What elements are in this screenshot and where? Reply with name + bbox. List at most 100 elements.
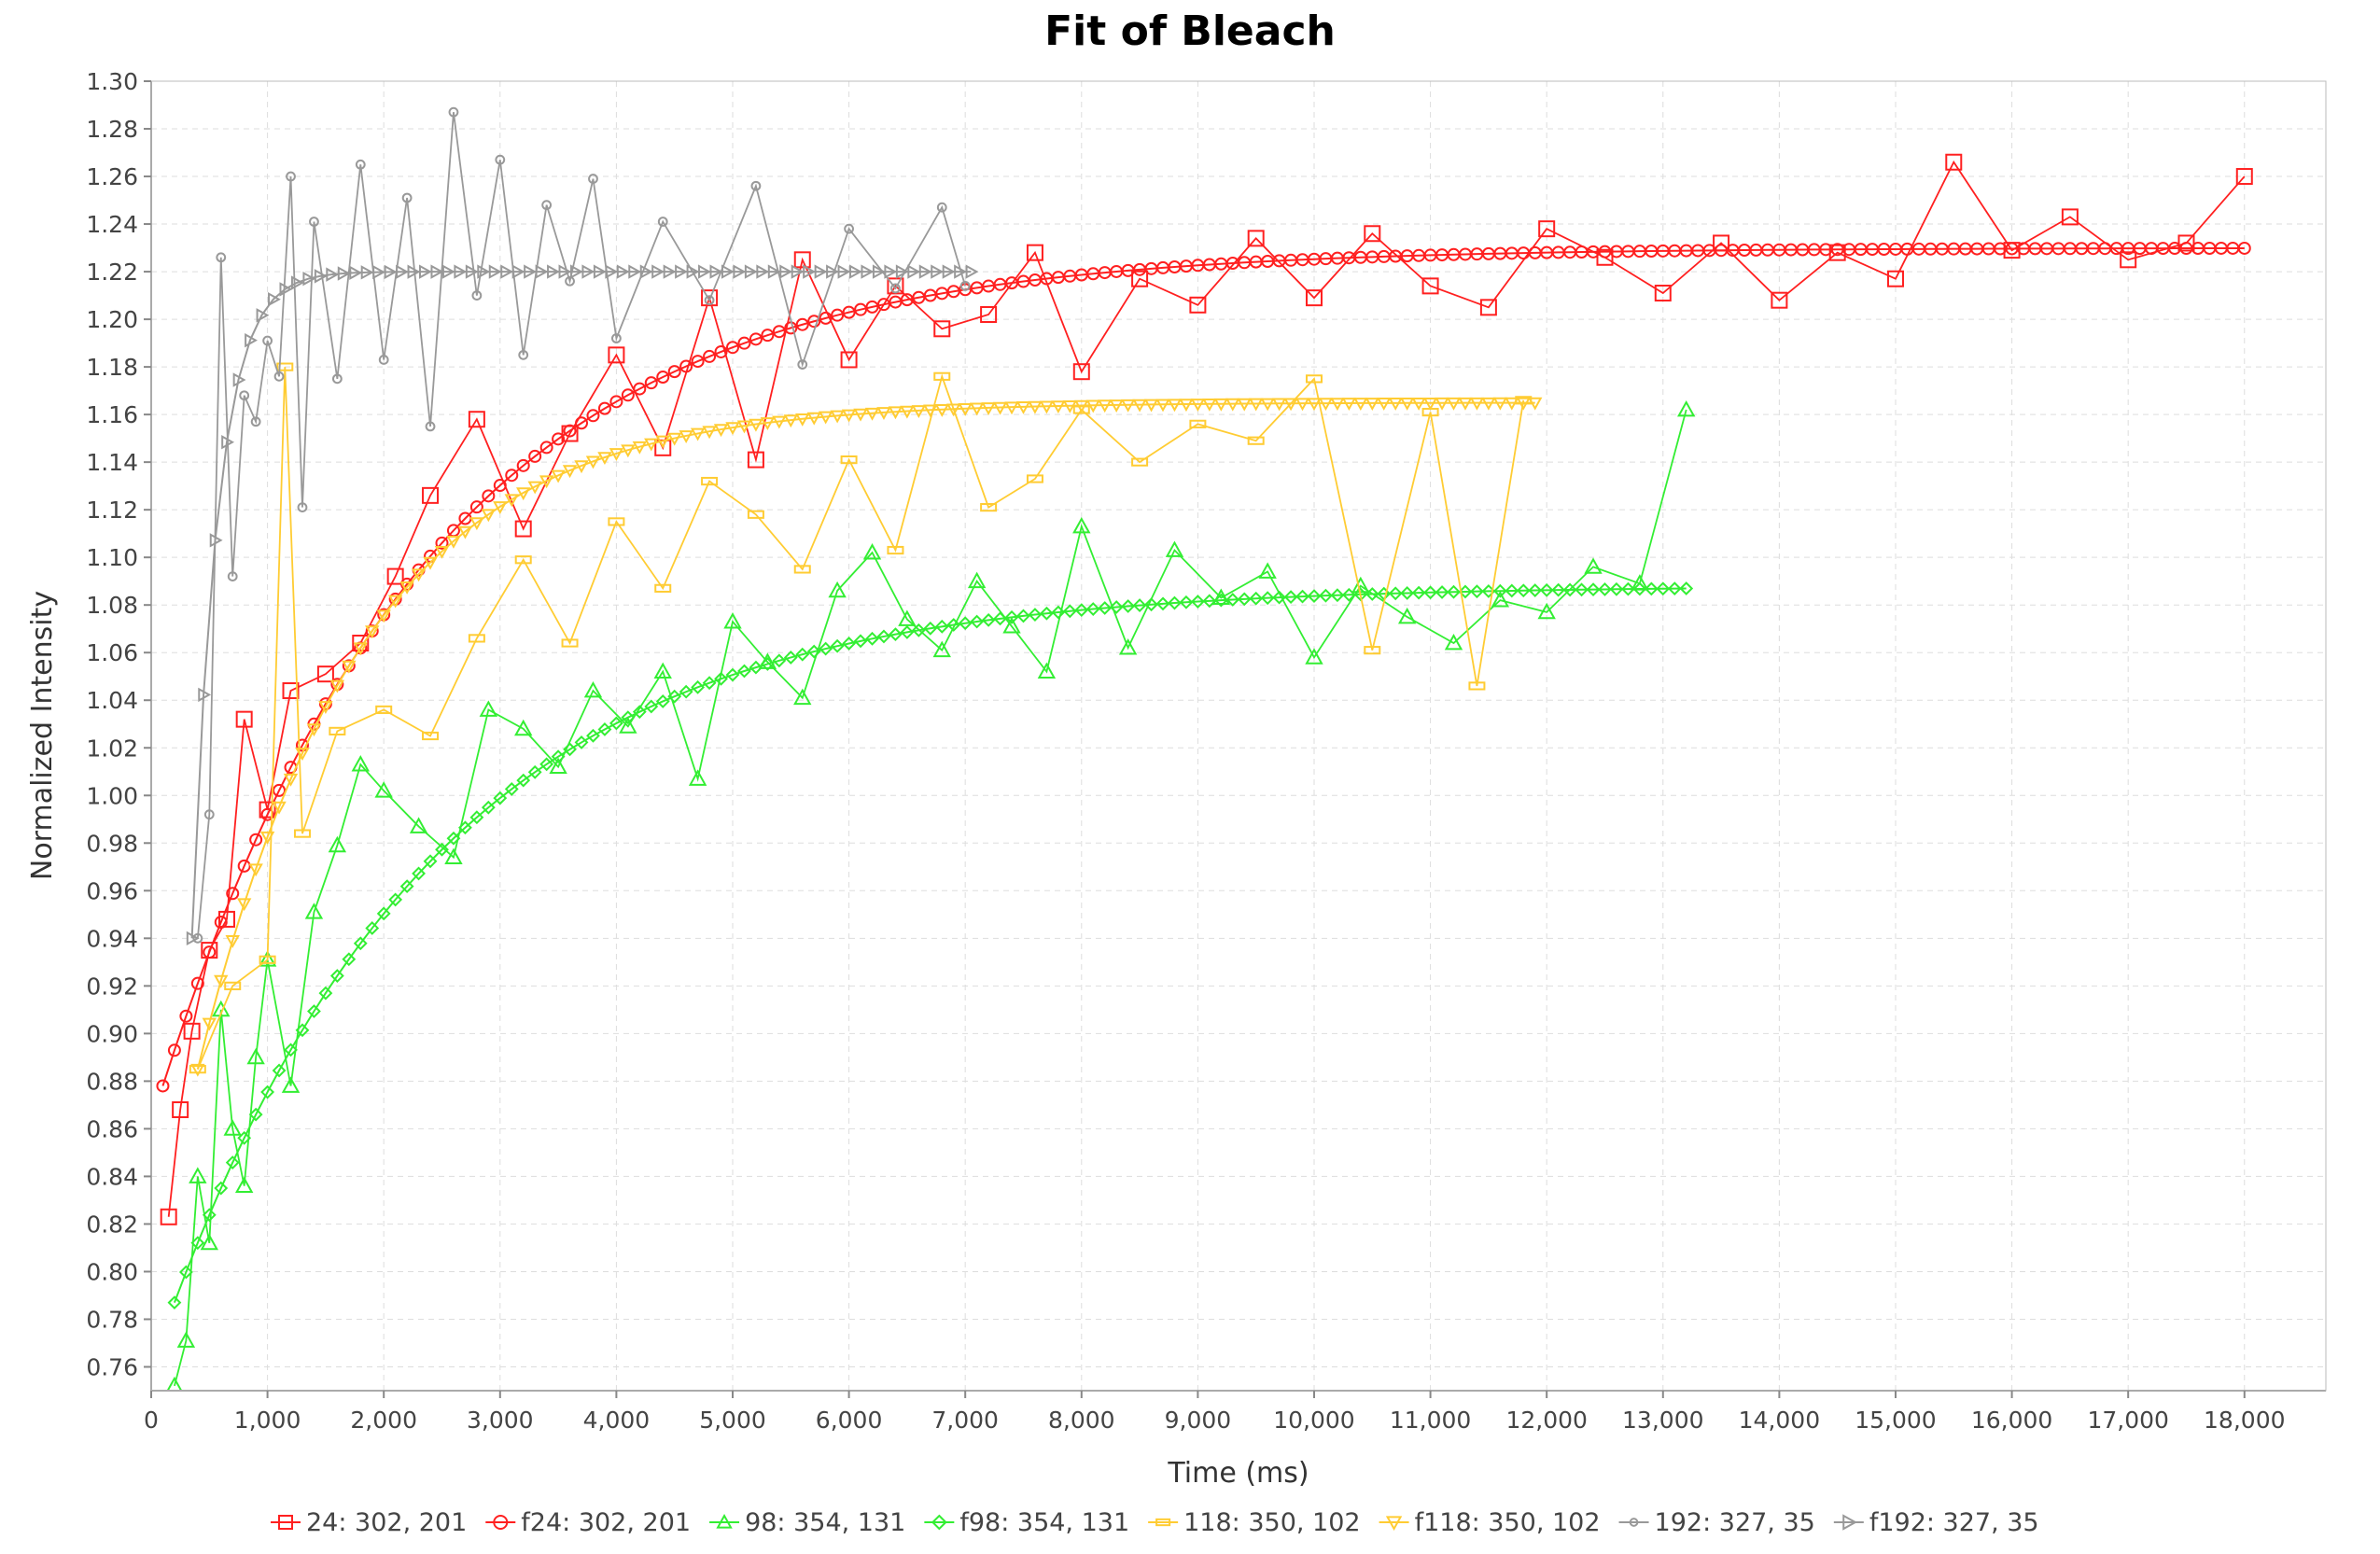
data-point — [1458, 397, 1473, 411]
data-point — [1120, 399, 1136, 413]
data-point — [889, 627, 903, 642]
data-point — [586, 728, 600, 743]
data-point — [214, 1181, 229, 1196]
y-tick-label: 0.84 — [86, 1163, 138, 1190]
y-tick-label: 0.98 — [86, 830, 138, 857]
data-point — [1225, 593, 1240, 607]
data-point — [609, 448, 624, 462]
chart-title: Fit of Bleach — [1044, 7, 1336, 55]
data-point — [176, 1331, 196, 1348]
data-point — [225, 935, 240, 948]
data-point — [1072, 516, 1091, 534]
data-point — [1190, 595, 1205, 609]
data-point — [1399, 397, 1415, 411]
data-point — [887, 545, 904, 555]
data-point — [535, 264, 549, 279]
data-point — [446, 535, 461, 549]
y-tick-label: 0.88 — [86, 1068, 138, 1095]
data-point — [1074, 399, 1089, 413]
data-point — [1109, 399, 1124, 413]
data-point — [749, 660, 763, 675]
y-tick-label: 0.80 — [86, 1258, 138, 1285]
data-point — [1098, 399, 1113, 413]
y-tick-label: 1.28 — [86, 116, 138, 143]
y-tick-label: 1.08 — [86, 592, 138, 619]
legend-marker — [1842, 1514, 1857, 1531]
data-point — [608, 517, 625, 526]
y-tick-label: 1.10 — [86, 544, 138, 571]
data-point — [581, 264, 595, 279]
data-point — [539, 475, 554, 489]
data-point — [1002, 617, 1021, 634]
data-point — [965, 264, 979, 279]
data-point — [795, 413, 810, 427]
data-point — [539, 441, 553, 455]
data-point — [225, 1155, 240, 1170]
data-point — [876, 629, 891, 644]
data-point — [679, 684, 693, 699]
y-tick-label: 0.96 — [86, 877, 138, 904]
data-point — [842, 305, 856, 319]
data-point — [388, 892, 403, 907]
data-point — [701, 289, 719, 307]
data-point — [268, 292, 281, 307]
data-point — [723, 611, 742, 629]
data-point — [900, 625, 915, 639]
data-point — [1295, 398, 1310, 412]
y-tick-label: 0.92 — [86, 973, 138, 1000]
data-point — [493, 479, 507, 493]
data-point — [1528, 583, 1543, 597]
data-point — [1202, 399, 1217, 412]
data-point — [186, 931, 200, 946]
legend-marker — [1155, 1518, 1171, 1527]
data-point — [795, 317, 809, 331]
data-point — [256, 308, 270, 323]
data-point — [1388, 398, 1403, 411]
data-point — [283, 773, 299, 787]
data-point — [884, 264, 898, 279]
data-point — [831, 308, 845, 322]
data-point — [1411, 397, 1426, 411]
data-point — [1667, 581, 1682, 596]
data-point — [365, 921, 380, 935]
data-point — [1596, 248, 1614, 266]
data-point — [923, 621, 938, 636]
data-point — [516, 773, 531, 788]
data-point — [1598, 582, 1612, 596]
data-point — [946, 618, 961, 632]
data-point — [1015, 401, 1031, 414]
data-point — [1189, 296, 1207, 314]
data-point — [644, 699, 659, 714]
data-point — [399, 581, 414, 595]
data-point — [260, 1085, 275, 1099]
data-point — [386, 567, 404, 585]
data-point — [374, 781, 393, 798]
data-point — [396, 264, 409, 279]
data-point — [733, 264, 747, 279]
data-point — [189, 1167, 207, 1183]
data-point — [583, 680, 603, 698]
data-point — [1051, 605, 1066, 620]
data-point — [713, 424, 729, 438]
data-point — [657, 217, 668, 227]
data-point — [1505, 397, 1519, 411]
data-point — [250, 416, 261, 427]
data-point — [992, 401, 1008, 415]
data-point — [376, 609, 391, 623]
y-tick-label: 1.12 — [86, 497, 138, 524]
data-point — [558, 264, 572, 279]
data-point — [1037, 662, 1057, 679]
data-point — [297, 502, 308, 513]
series-3 — [167, 581, 1694, 1310]
data-point — [837, 264, 851, 279]
data-point — [651, 264, 665, 279]
data-point — [865, 631, 879, 646]
data-point — [574, 735, 589, 749]
data-point — [328, 835, 347, 853]
data-point — [666, 432, 682, 446]
data-point — [272, 1063, 287, 1078]
data-point — [226, 887, 240, 901]
data-point — [702, 426, 717, 440]
data-point — [1305, 648, 1323, 665]
data-point — [1144, 597, 1158, 612]
